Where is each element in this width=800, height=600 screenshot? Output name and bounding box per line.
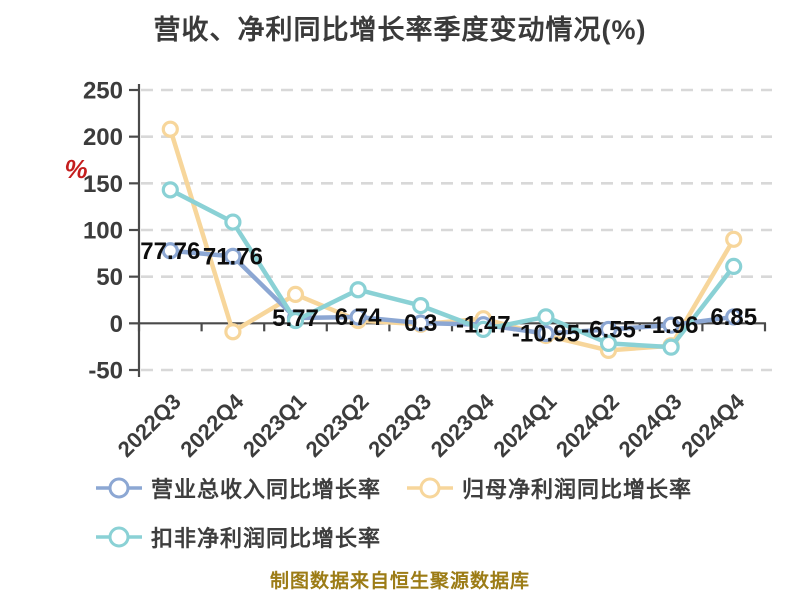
- data-point-marker: [537, 308, 555, 326]
- x-tick-label: 2024Q2: [551, 389, 624, 462]
- data-point-marker: [725, 257, 743, 275]
- legend-row: 扣非净利润同比增长率: [96, 521, 718, 553]
- x-tick-label: 2024Q1: [488, 389, 561, 462]
- data-point-marker: [286, 311, 305, 330]
- data-point-marker: [349, 281, 367, 299]
- data-point-marker: [412, 314, 430, 332]
- point-label: -1.96: [644, 312, 699, 339]
- y-tick-label: 100: [83, 218, 123, 245]
- y-tick-label: 50: [96, 264, 123, 291]
- point-label: 71.76: [203, 243, 263, 270]
- y-tick-label: -50: [88, 358, 123, 385]
- y-tick-label: 200: [83, 124, 123, 151]
- x-tick-label: 2022Q4: [175, 388, 249, 462]
- legend-item-series-2[interactable]: 扣非净利润同比增长率: [96, 521, 381, 553]
- data-point-marker: [662, 316, 680, 334]
- data-point-marker: [725, 308, 743, 326]
- point-label: -6.55: [581, 316, 636, 343]
- legend-line-marker-icon: [96, 477, 142, 499]
- chart-legend: 营业总收入同比增长率 归母净利润同比增长率扣非净利润同比增长率: [96, 472, 718, 553]
- data-point-marker: [474, 320, 492, 338]
- data-point-marker: [725, 230, 743, 248]
- legend-label: 归母净利润同比增长率: [462, 477, 693, 502]
- point-label: 77.76: [140, 238, 200, 265]
- legend-label: 营业总收入同比增长率: [151, 477, 382, 502]
- point-label: 6.85: [710, 304, 757, 331]
- data-point-marker: [412, 297, 430, 315]
- y-tick-label: 150: [83, 171, 123, 198]
- legend-label: 扣非净利润同比增长率: [151, 526, 382, 551]
- point-label: 0.3: [404, 310, 437, 337]
- x-tick-label: 2022Q3: [113, 389, 186, 462]
- data-point-marker: [662, 338, 680, 356]
- x-tick-label: 2023Q3: [363, 389, 436, 462]
- x-tick-label: 2023Q4: [426, 388, 500, 462]
- legend-line-marker-icon: [407, 477, 454, 499]
- y-axis-unit-label: %: [64, 154, 87, 184]
- data-point-marker: [161, 242, 179, 260]
- x-tick-label: 2024Q3: [614, 389, 687, 462]
- legend-item-series-0[interactable]: 营业总收入同比增长率: [96, 472, 381, 504]
- chart-title: 营收、净利同比增长率季度变动情况(%): [153, 15, 647, 45]
- y-tick-label: 250: [83, 78, 123, 105]
- data-point-marker: [224, 323, 242, 341]
- legend-row: 营业总收入同比增长率 归母净利润同比增长率: [96, 472, 718, 504]
- data-point-marker: [349, 308, 367, 326]
- x-tick-label: 2023Q1: [238, 389, 311, 462]
- data-point-marker: [537, 324, 555, 343]
- point-label: -10.95: [512, 321, 580, 348]
- x-tick-label: 2024Q4: [676, 388, 750, 462]
- data-point-marker: [286, 285, 305, 303]
- data-point-marker: [161, 181, 179, 199]
- data-point-marker: [224, 247, 242, 265]
- data-point-marker: [224, 213, 242, 231]
- y-axis: 250 200 150 100 50 0 -50%: [64, 78, 141, 385]
- data-point-marker: [599, 334, 618, 352]
- gridlines: [141, 88, 772, 372]
- data-point-marker: [161, 120, 179, 138]
- point-label: 5.77: [272, 305, 319, 332]
- point-label: -1.47: [456, 312, 511, 339]
- series-2: [161, 181, 743, 356]
- legend-line-marker-icon: [96, 526, 142, 548]
- data-source-note: 制图数据来自恒生聚源数据库: [269, 571, 530, 592]
- y-tick-label: 0: [110, 311, 123, 338]
- point-labels: 77.76 71.76 5.77 6.74 0.3 -1.47 -10.95 -6.55 -1.…: [140, 238, 757, 348]
- legend-item-series-1[interactable]: 归母净利润同比增长率: [407, 472, 692, 504]
- point-label: 6.74: [335, 304, 382, 331]
- x-tick-label: 2023Q2: [301, 389, 374, 462]
